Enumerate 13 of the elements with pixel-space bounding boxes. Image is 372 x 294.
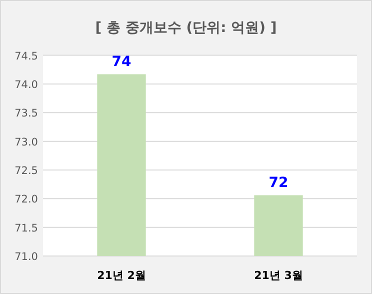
chart-title: [ 총 중개보수 (단위: 억원) ] bbox=[95, 20, 277, 36]
y-tick-label: 74.5 bbox=[14, 50, 38, 62]
data-label: 72 bbox=[268, 175, 288, 192]
data-label: 74 bbox=[112, 54, 132, 70]
y-tick-label: 71.5 bbox=[14, 222, 38, 234]
y-tick-label: 72.0 bbox=[14, 194, 38, 206]
y-tick-label: 71.0 bbox=[14, 251, 38, 263]
x-tick-label: 21년 2월 bbox=[97, 269, 146, 282]
y-tick-label: 74.0 bbox=[14, 78, 38, 91]
y-tick-label: 72.5 bbox=[14, 164, 38, 177]
x-tick-label: 21년 3월 bbox=[254, 269, 303, 282]
y-tick-label: 73.0 bbox=[14, 136, 38, 148]
y-tick-label: 73.5 bbox=[14, 108, 38, 120]
